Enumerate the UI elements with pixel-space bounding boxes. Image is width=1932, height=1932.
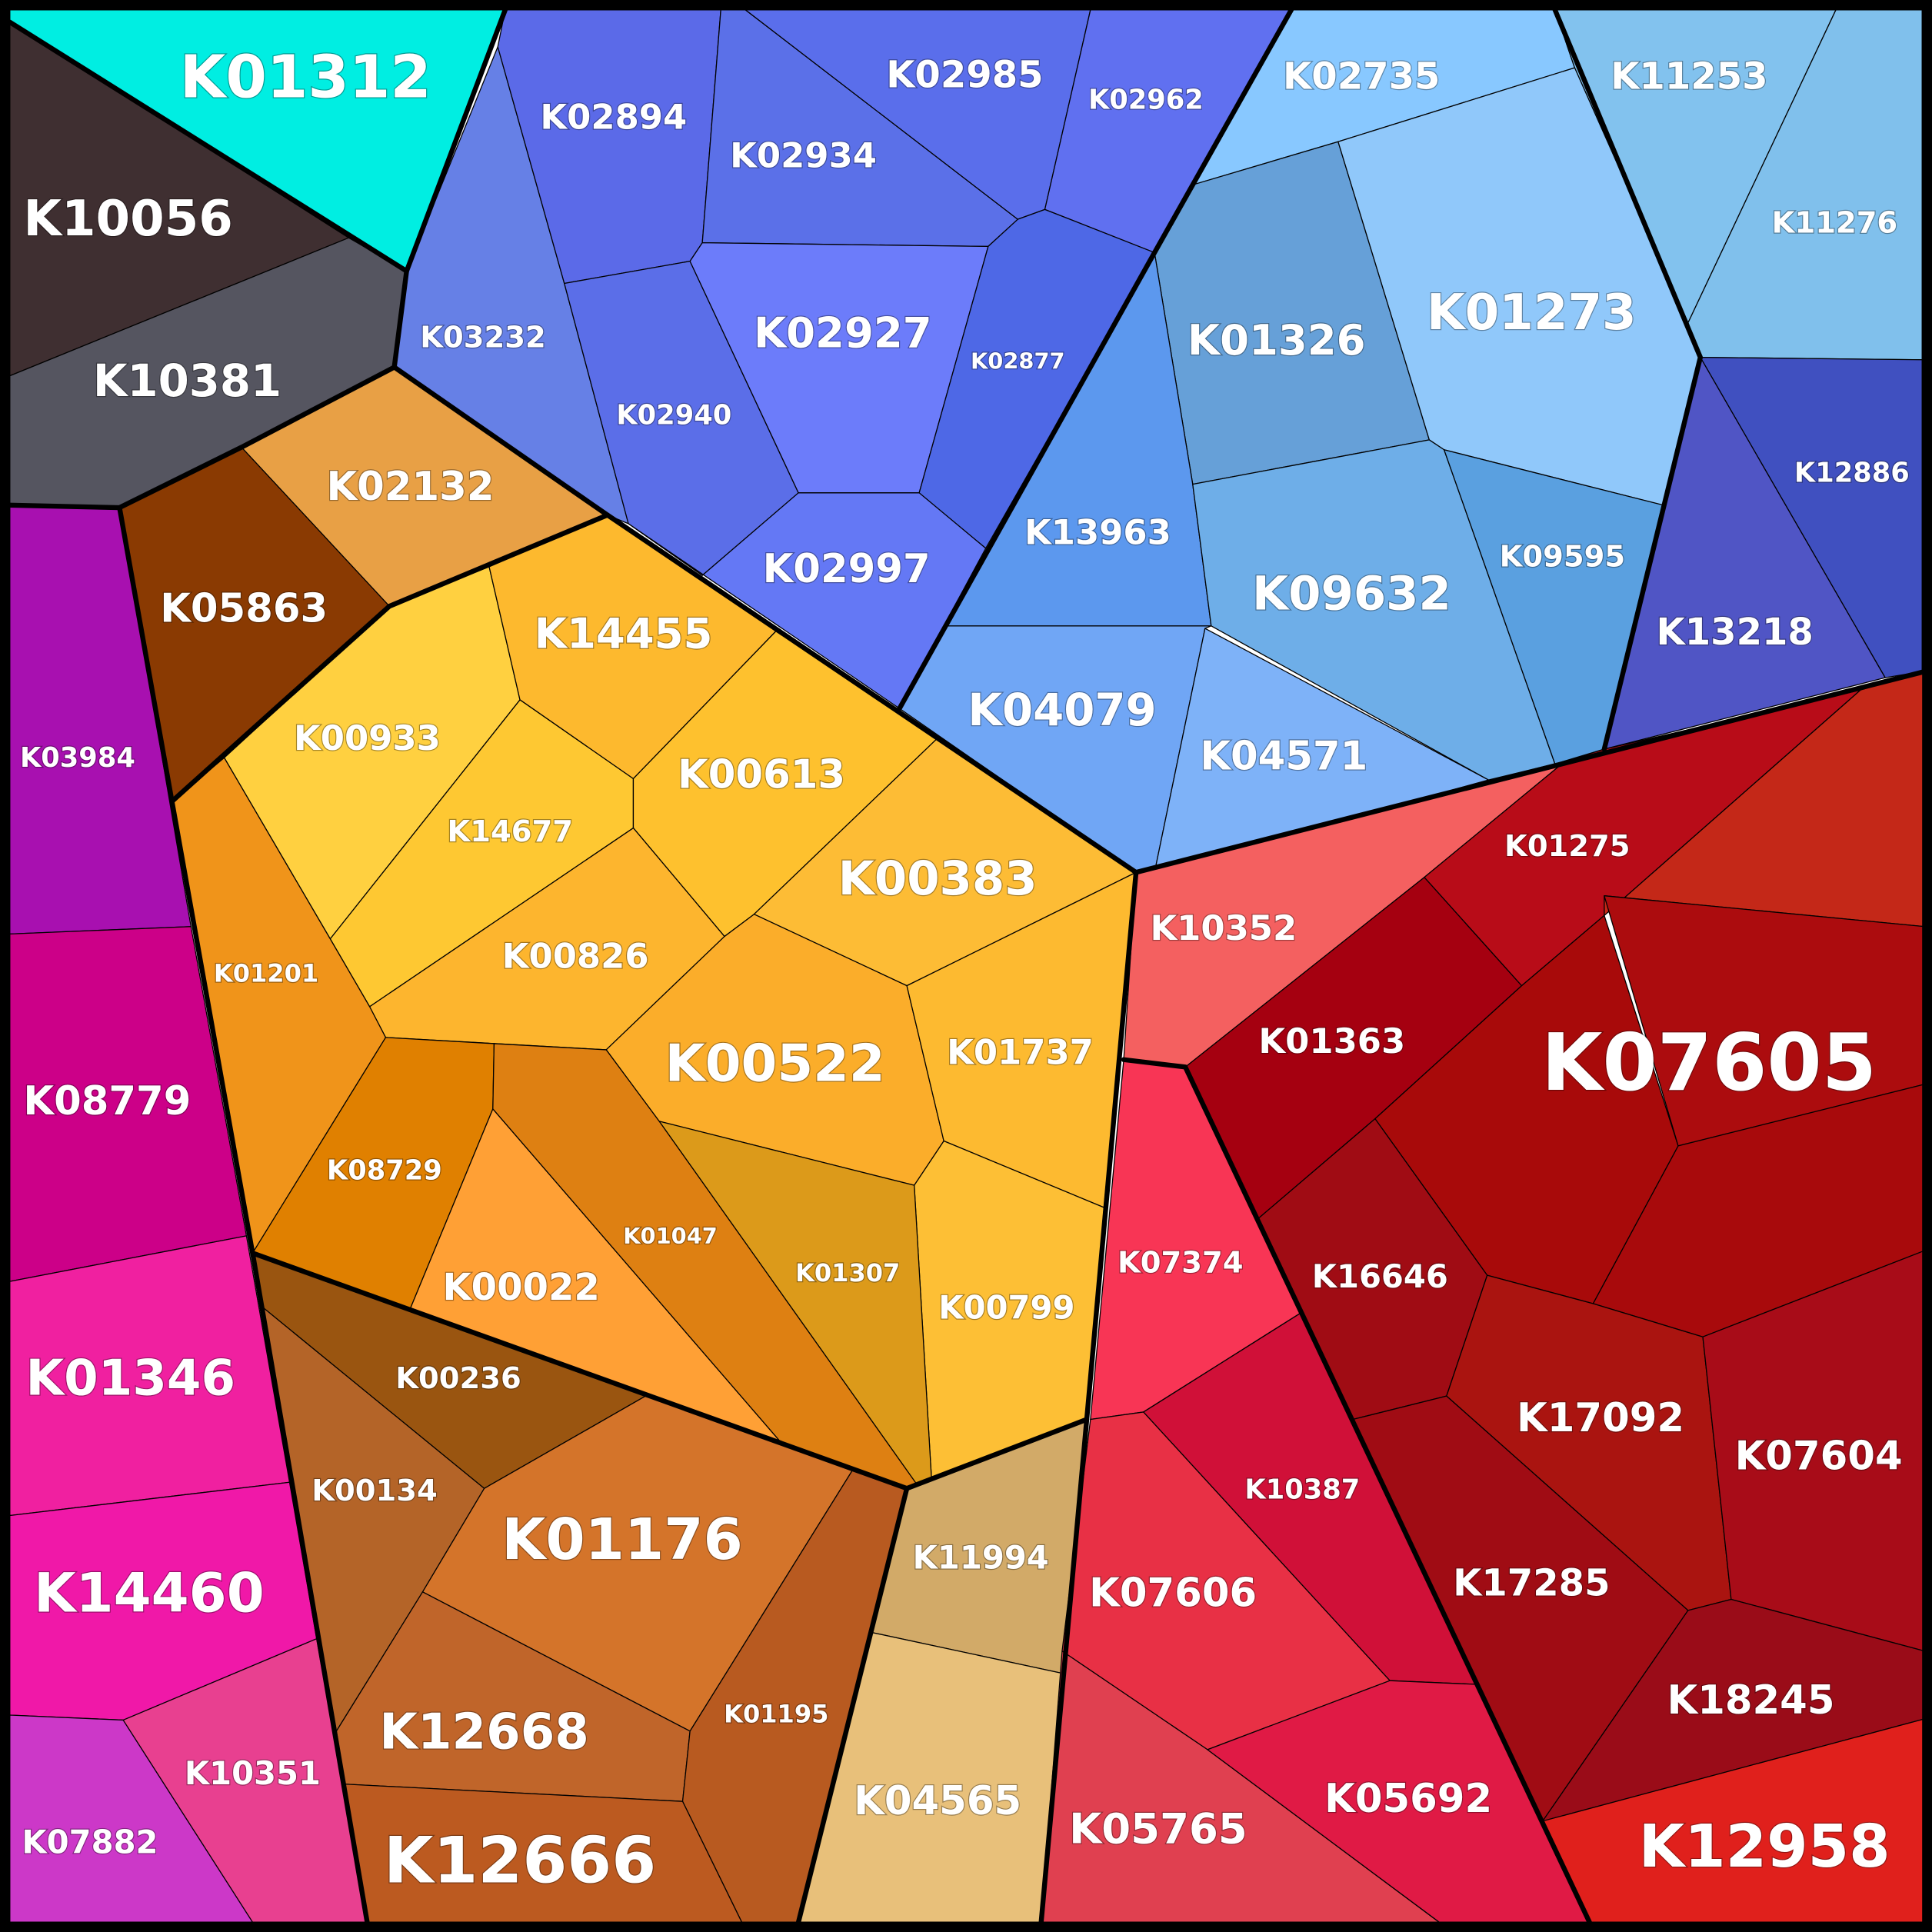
- cell-label: K04571: [1200, 734, 1367, 780]
- cell-label: K03984: [20, 742, 135, 774]
- cell-label: K12666: [384, 1824, 656, 1898]
- cell-label: K00826: [502, 936, 649, 977]
- cell-label: K07374: [1118, 1246, 1244, 1281]
- border: [1552, 7, 1704, 752]
- cell-label: K00799: [938, 1288, 1074, 1326]
- cell-label: K01312: [180, 43, 431, 112]
- cell-label: K01275: [1504, 829, 1631, 864]
- cell-label: K01047: [623, 1223, 718, 1249]
- cell-label: K00522: [665, 1034, 885, 1094]
- cell-label: K09632: [1252, 567, 1451, 621]
- cell-label: K02985: [886, 54, 1043, 97]
- cell-label: K01201: [214, 959, 318, 988]
- cell-label: K10381: [93, 355, 281, 407]
- cell-label: K05692: [1324, 1776, 1492, 1822]
- cell-label: K10351: [185, 1754, 321, 1792]
- labels: K01312 K10056 K10381 K02132 K05863 K0398…: [19, 42, 1910, 1899]
- border: [1121, 1057, 1592, 1925]
- cell-label: K11276: [1772, 205, 1898, 240]
- cell-label: K03232: [420, 320, 546, 355]
- cell-label: K01363: [1258, 1021, 1405, 1061]
- cell-label: K02877: [971, 348, 1065, 374]
- cell-label: K00383: [838, 851, 1038, 906]
- cell-label: K02962: [1088, 84, 1204, 115]
- cell-label: K08779: [23, 1078, 191, 1124]
- cell-label: K02894: [540, 97, 687, 138]
- cell-label: K05765: [1069, 1804, 1247, 1853]
- cell-label: K01176: [501, 1507, 742, 1573]
- cell-label: K07605: [1541, 1018, 1877, 1109]
- cell-label: K02934: [730, 135, 877, 175]
- cell-label: K01195: [724, 1699, 828, 1728]
- cell-label: K14677: [447, 814, 573, 849]
- cell-label: K16646: [1312, 1257, 1448, 1295]
- group-borders: [7, 7, 1927, 1925]
- cell-label: K02927: [754, 308, 932, 358]
- cell-label: K10056: [23, 191, 233, 248]
- cell-label: K01326: [1188, 315, 1366, 365]
- cell-label: K00933: [294, 718, 441, 758]
- cell-label: K05863: [160, 585, 328, 631]
- cell-label: K07606: [1089, 1570, 1257, 1616]
- cell-label: K04079: [968, 684, 1156, 736]
- cell-label: K13963: [1024, 512, 1171, 553]
- border: [7, 365, 397, 511]
- cell-label: K10352: [1150, 908, 1297, 948]
- cell-label: K14460: [34, 1561, 265, 1624]
- cell-label: K12668: [379, 1704, 589, 1760]
- cell-label: K08729: [327, 1154, 442, 1186]
- cell-label: K14455: [535, 608, 713, 658]
- cell-label: K17285: [1453, 1562, 1610, 1605]
- cell-label: K02940: [616, 399, 731, 431]
- cell-label: K02132: [326, 464, 494, 510]
- cell-label: K07604: [1735, 1434, 1903, 1480]
- cell-label: K07882: [22, 1824, 158, 1861]
- cell-label: K11994: [913, 1538, 1049, 1576]
- cell-label: K00613: [678, 752, 845, 798]
- cells: [9, 9, 1926, 1923]
- cell-label: K00022: [442, 1266, 599, 1309]
- cell-label: K12886: [1794, 458, 1910, 489]
- cell-label: K17092: [1517, 1395, 1684, 1441]
- cell-label: K00236: [395, 1361, 521, 1396]
- cell-label: K13218: [1656, 611, 1813, 654]
- cell-label: K01737: [947, 1032, 1094, 1073]
- cell-label: K10387: [1244, 1474, 1360, 1505]
- cell-label: K11253: [1611, 55, 1767, 98]
- cell-label: K00134: [311, 1474, 438, 1508]
- border: [897, 7, 1294, 711]
- cell-label: K01346: [26, 1351, 236, 1407]
- cell-label: K09595: [1500, 540, 1626, 575]
- cell-label: K12958: [1639, 1813, 1890, 1881]
- border: [1038, 870, 1139, 1925]
- cell-label: K18245: [1667, 1677, 1834, 1724]
- cell-label: K01307: [795, 1258, 900, 1287]
- cell-label: K02997: [763, 546, 931, 592]
- cell-label: K02735: [1283, 55, 1440, 98]
- border: [170, 512, 611, 804]
- cell-label: K01273: [1427, 285, 1637, 341]
- border: [795, 1486, 910, 1925]
- cell-label: K04565: [854, 1778, 1021, 1824]
